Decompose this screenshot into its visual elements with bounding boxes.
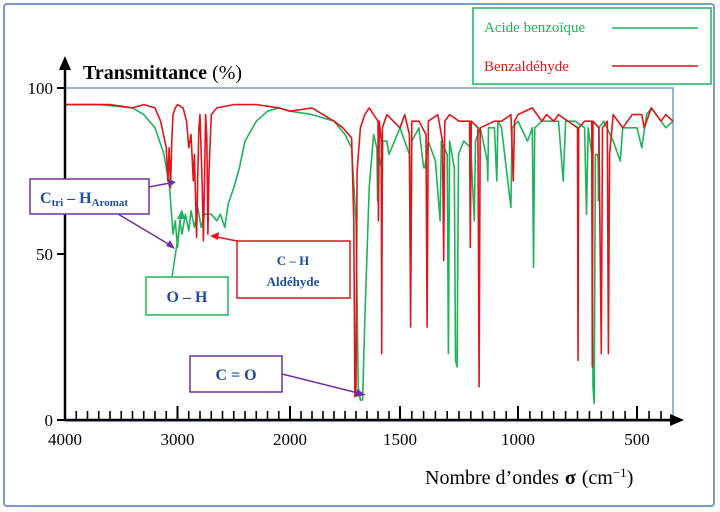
legend-label-benzaldehyde: Benzaldéhyde [484,59,569,75]
y-axis-arrow [59,56,71,70]
y-tick-label: 50 [36,245,53,264]
annotation-arrowhead-aldehyde [210,232,219,240]
x-tick-labels: 4000 3000 2000 1500 1000 500 [48,430,650,449]
plot-area [64,87,674,422]
annotation-arrowhead-ctri-2 [166,240,175,249]
x-tick-label: 1500 [383,430,417,449]
annotation-o-h: O – H [145,209,229,316]
x-axis-title-unit: (cm [582,467,614,489]
annotation-arrow-aldehyde [216,236,238,242]
annotation-text-co: C = O [215,367,256,384]
y-axis [59,56,71,420]
annotation-c-h-aldehyde: C – H Aldéhyde [210,232,351,299]
annotation-box-co [189,355,283,393]
y-ticks [57,87,65,421]
x-axis-title: Nombre d’ondes σ (cm−1) [425,465,633,489]
annotation-arrow-oh [171,216,182,278]
legend: Acide benzoïque Benzaldéhyde [472,7,712,85]
annotation-arrow-co [281,373,359,394]
x-axis-title-symbol: σ [565,467,576,489]
series-layer [65,103,674,405]
x-ticks [64,406,662,420]
y-tick-label: 0 [45,411,54,430]
x-axis-title-text: Nombre d’ondes [425,467,559,489]
y-tick-labels: 0 50 100 [28,79,54,430]
x-tick-label: 4000 [48,430,82,449]
series-line-benzaldehyde [65,103,674,398]
annotation-c-o: C = O [189,355,366,397]
annotation-box-ctri [29,178,150,215]
x-tick-label: 2000 [273,430,307,449]
annotation-text-ctri: Ctri – HAromat [40,190,128,209]
x-tick-label: 1000 [501,430,535,449]
y-tick-label: 100 [28,79,54,98]
legend-box [472,7,712,85]
annotation-box-oh [145,276,229,316]
annotation-text-aldehyde-1: C – H [277,253,310,268]
x-axis-arrow [670,414,684,426]
x-axis-title-exp: −1 [613,465,627,480]
figure-frame [3,3,715,507]
annotation-arrowhead-co [355,389,366,397]
y-axis-title-main: Transmittance [83,62,207,84]
annotation-arrowhead-ctri-1 [168,179,176,187]
annotation-box-aldehyde [236,240,351,299]
x-tick-label: 3000 [161,430,195,449]
y-axis-title-unit: (%) [212,62,242,84]
annotation-text-aldehyde-2: Aldéhyde [267,274,320,289]
annotation-arrow-ctri-1 [148,182,171,188]
annotation-arrowhead-oh [177,209,185,219]
x-tick-label: 500 [624,430,650,449]
annotation-ctri-h-aromat: Ctri – HAromat [29,178,176,249]
legend-label-acide: Acide benzoïque [484,20,586,36]
annotation-arrow-ctri-2 [117,213,171,246]
x-axis-title-close: ) [627,467,634,489]
y-axis-title: Transmittance (%) [83,62,242,84]
annotation-text-oh: O – H [167,289,208,306]
